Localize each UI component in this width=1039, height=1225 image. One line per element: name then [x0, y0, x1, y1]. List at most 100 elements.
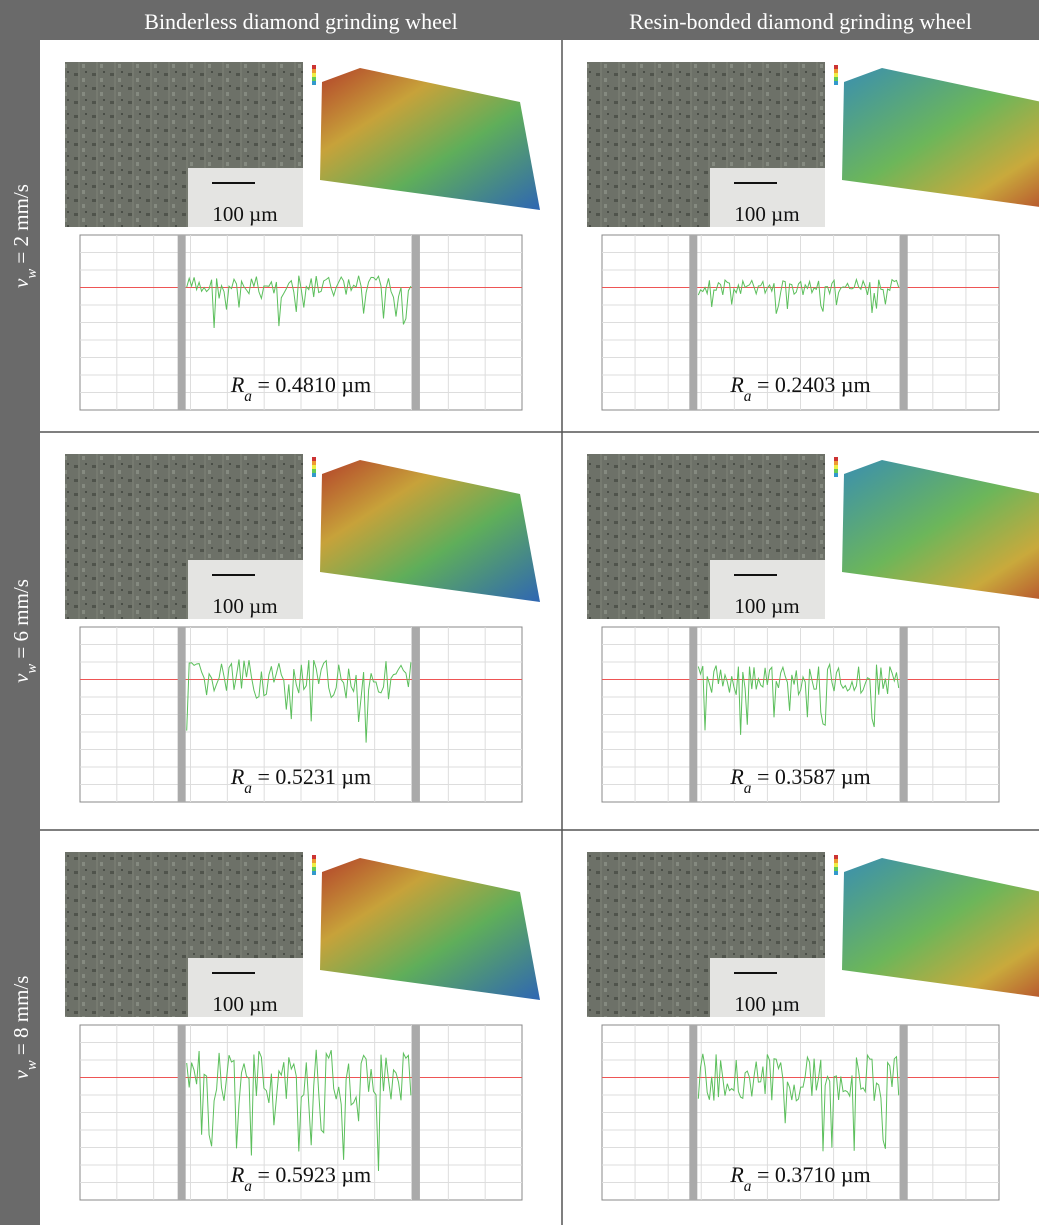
cutoff-bar — [411, 235, 420, 410]
color-bar — [834, 465, 838, 469]
scale-box — [188, 168, 303, 227]
color-bar — [312, 65, 316, 69]
roughness-label: Ra = 0.3587 µm — [729, 764, 870, 797]
color-bar — [834, 65, 838, 69]
roughness-text: = 0.2403 µm — [751, 372, 870, 397]
roughness-label: Ra = 0.4810 µm — [230, 372, 371, 405]
color-bar — [312, 859, 316, 863]
cutoff-bar — [177, 235, 186, 410]
color-bar — [834, 457, 838, 461]
cutoff-bar — [689, 627, 698, 802]
row-label: vw = 6 mm/s — [9, 579, 40, 683]
row-label-symbol: v — [9, 278, 33, 288]
scale-label: 100 µm — [212, 594, 277, 618]
color-bar — [312, 81, 316, 85]
roughness-text: = 0.5231 µm — [252, 764, 371, 789]
row-label-text: = 8 mm/s — [9, 976, 33, 1061]
color-bar — [312, 867, 316, 871]
profile-line — [697, 277, 900, 314]
color-bar — [834, 81, 838, 85]
profile-line — [697, 1053, 900, 1152]
surface-map — [320, 68, 540, 210]
roughness-label: Ra = 0.5231 µm — [230, 764, 371, 797]
roughness-symbol: R — [729, 1162, 744, 1187]
profile-line — [697, 662, 900, 735]
color-bar — [834, 73, 838, 77]
roughness-symbol: R — [230, 1162, 245, 1187]
roughness-subscript: a — [244, 1178, 252, 1195]
color-bar — [834, 77, 838, 81]
color-bar — [312, 855, 316, 859]
profile-line — [186, 659, 412, 743]
scale-box — [710, 168, 825, 227]
scale-box — [188, 560, 303, 619]
column-header: Resin-bonded diamond grinding wheel — [629, 9, 972, 34]
scale-label: 100 µm — [212, 202, 277, 226]
column-header: Binderless diamond grinding wheel — [144, 9, 457, 34]
roughness-text: = 0.5923 µm — [252, 1162, 371, 1187]
cutoff-bar — [899, 1025, 908, 1200]
row-label-text: = 6 mm/s — [9, 579, 33, 664]
surface-map — [842, 858, 1039, 997]
color-bar — [312, 469, 316, 473]
scale-box — [710, 560, 825, 619]
surface-map — [842, 68, 1039, 207]
row-label-text: = 2 mm/s — [9, 184, 33, 269]
roughness-label: Ra = 0.5923 µm — [230, 1162, 371, 1195]
color-bar — [312, 461, 316, 465]
profile-line — [186, 274, 412, 329]
color-bar — [312, 863, 316, 867]
color-bar — [834, 863, 838, 867]
color-bar — [312, 73, 316, 77]
roughness-label: Ra = 0.3710 µm — [729, 1162, 870, 1195]
row-label-symbol: v — [9, 673, 33, 683]
surface-map — [320, 858, 540, 1000]
color-bar — [834, 859, 838, 863]
row-label-subscript: w — [24, 664, 40, 674]
row-label: vw = 2 mm/s — [9, 184, 40, 288]
cutoff-bar — [899, 235, 908, 410]
cutoff-bar — [177, 1025, 186, 1200]
roughness-subscript: a — [744, 1178, 752, 1195]
roughness-symbol: R — [729, 372, 744, 397]
surface-map — [320, 460, 540, 602]
cutoff-bar — [689, 1025, 698, 1200]
cutoff-bar — [411, 627, 420, 802]
profile-line — [186, 1049, 412, 1172]
color-bar — [312, 465, 316, 469]
roughness-symbol: R — [230, 764, 245, 789]
roughness-label: Ra = 0.2403 µm — [729, 372, 870, 405]
scale-label: 100 µm — [734, 992, 799, 1016]
scale-box — [188, 958, 303, 1017]
roughness-subscript: a — [744, 388, 752, 405]
color-bar — [834, 473, 838, 477]
color-bar — [834, 469, 838, 473]
row-label: vw = 8 mm/s — [9, 976, 40, 1080]
color-bar — [834, 461, 838, 465]
row-label-symbol: v — [9, 1069, 33, 1079]
scale-box — [710, 958, 825, 1017]
color-bar — [312, 69, 316, 73]
color-bar — [834, 69, 838, 73]
scale-label: 100 µm — [212, 992, 277, 1016]
color-bar — [834, 871, 838, 875]
row-label-subscript: w — [24, 1060, 40, 1070]
color-bar — [312, 871, 316, 875]
roughness-subscript: a — [244, 780, 252, 797]
roughness-text: = 0.3587 µm — [751, 764, 870, 789]
roughness-subscript: a — [744, 780, 752, 797]
scale-label: 100 µm — [734, 202, 799, 226]
cutoff-bar — [177, 627, 186, 802]
color-bar — [312, 77, 316, 81]
color-bar — [834, 867, 838, 871]
roughness-text: = 0.4810 µm — [252, 372, 371, 397]
color-bar — [312, 457, 316, 461]
color-bar — [834, 855, 838, 859]
side-bar — [0, 0, 40, 1225]
roughness-subscript: a — [244, 388, 252, 405]
roughness-symbol: R — [729, 764, 744, 789]
scale-label: 100 µm — [734, 594, 799, 618]
surface-map — [842, 460, 1039, 599]
